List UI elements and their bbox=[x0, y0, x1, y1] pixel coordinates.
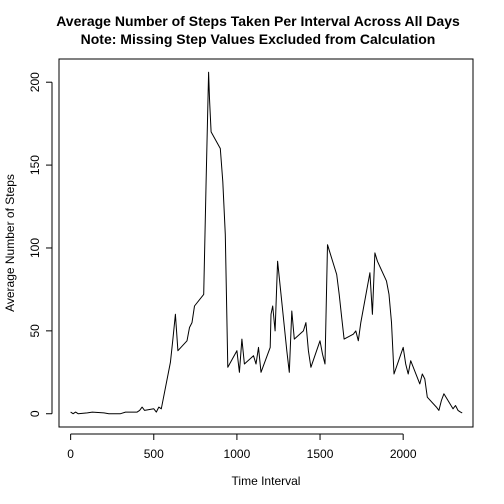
y-tick-label: 150 bbox=[28, 155, 42, 175]
x-tick-label: 1000 bbox=[224, 447, 251, 461]
x-tick-label: 0 bbox=[67, 447, 74, 461]
y-axis: 0 50 100 150 200 bbox=[28, 72, 53, 417]
y-tick-label: 0 bbox=[28, 410, 42, 417]
x-axis: 0 500 1000 1500 2000 bbox=[67, 433, 417, 461]
y-tick-label: 50 bbox=[28, 324, 42, 338]
y-tick-label: 100 bbox=[28, 238, 42, 258]
series-layer bbox=[70, 71, 463, 415]
series-line bbox=[70, 71, 463, 415]
chart-subtitle: Note: Missing Step Values Excluded from … bbox=[81, 31, 436, 47]
x-tick-label: 500 bbox=[144, 447, 164, 461]
x-tick-label: 2000 bbox=[390, 447, 417, 461]
x-axis-label: Time Interval bbox=[232, 474, 301, 488]
y-tick-label: 200 bbox=[28, 72, 42, 92]
chart-title: Average Number of Steps Taken Per Interv… bbox=[56, 13, 460, 29]
y-axis-label: Average Number of Steps bbox=[3, 174, 17, 312]
plot-box bbox=[58, 58, 474, 428]
x-tick-label: 1500 bbox=[307, 447, 334, 461]
